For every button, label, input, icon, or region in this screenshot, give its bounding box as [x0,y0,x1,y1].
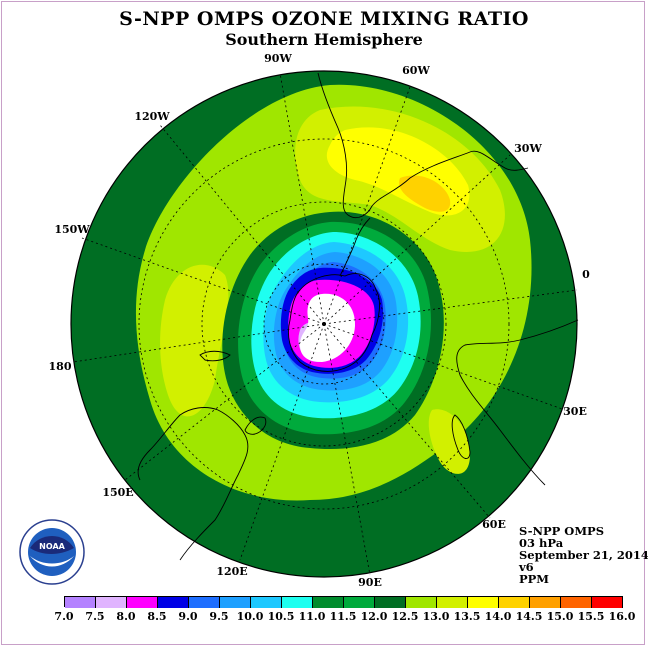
colorbar-cell [406,597,437,608]
colorbar-tick-label: 11.5 [329,610,357,623]
colorbar-cell [561,597,592,608]
meridian-120e [239,323,325,561]
latitude-circle [138,138,510,510]
colorbar-tick-label: 7.0 [54,610,74,623]
lon-label: 90W [264,52,292,65]
lon-label: 120W [134,110,170,123]
longitude-labels: 90W 60W 30W 0 30E 60E 90E 120E 150E 180 … [49,52,591,589]
lon-label: 60E [482,518,506,531]
colorbar-tick-label: 14.0 [484,610,512,623]
colorbar-tick-label: 7.5 [85,610,105,623]
coastline-antarctica [288,273,380,372]
colorbar-box [64,596,623,608]
lon-label: 30E [563,405,587,418]
map-border [70,70,578,578]
info-instrument: S-NPP OMPS [519,524,605,538]
latitude-circle [201,201,447,447]
colorbar-cell [251,597,282,608]
coastline-africa [456,319,579,486]
lon-label: 150W [54,223,90,236]
ozone-field [71,71,577,577]
coastline-australia [137,407,249,561]
colorbar-cell [282,597,313,608]
colorbar-cell [499,597,530,608]
colorbar-tick-label: 9.5 [209,610,229,623]
colorbar-cell [65,597,96,608]
contour-13-0-east [428,409,470,474]
colorbar-tick-label: 12.0 [360,610,388,623]
colorbar-cell [189,597,220,608]
lon-label: 120E [216,565,247,578]
colorbar-tick-label: 15.0 [546,610,574,623]
colorbar-tick-label: 10.5 [267,610,295,623]
lon-label: 30W [514,142,542,155]
coastline-south-america [317,72,529,219]
colorbar-tick-label: 16.0 [608,610,636,623]
colorbar-tick-label: 13.5 [453,610,481,623]
meridian-30w [323,154,511,325]
colorbar-cell [220,597,251,608]
graticule [72,72,578,576]
coastline-antarctic-peninsula [339,217,371,277]
info-level: 03 hPa [519,536,564,550]
colorbar-tick-label: 15.5 [577,610,605,623]
meridian-60w [323,86,411,325]
contour-14-0 [399,175,451,212]
meridian-180 [72,323,325,363]
south-pole-marker [322,322,326,326]
colorbar-cell [437,597,468,608]
latitude-circle [263,263,385,385]
colorbar-cell [158,597,189,608]
lon-label: 180 [49,360,72,373]
coastline-new-zealand [199,350,231,362]
lon-label: 60W [402,64,430,77]
colorbar-cell [592,597,623,608]
info-version: v6 [519,560,534,574]
colorbar-tick-label: 9.0 [178,610,198,623]
colorbar-tick-label: 12.5 [391,610,419,623]
info-block: S-NPP OMPS 03 hPa September 21, 2014 v6 … [519,525,648,585]
info-units: PPM [519,572,550,586]
page-subtitle: Southern Hemisphere [225,30,423,49]
colorbar-tick-label: 13.0 [422,610,450,623]
info-date: September 21, 2014 [519,548,648,562]
lon-label: 0 [582,268,590,281]
colorbar-cell [375,597,406,608]
lon-label: 90E [358,576,382,589]
logo-text: NOAA [39,542,65,551]
colorbar-cell [313,597,344,608]
coastline-madagascar [451,414,471,459]
logo-bird [30,536,74,554]
coastline-tasmania [244,416,267,435]
colorbar-cell [127,597,158,608]
logo-wave [30,556,74,567]
colorbar-tick-label: 14.5 [515,610,543,623]
colorbar-cell [530,597,561,608]
lon-label: 150E [102,486,133,499]
noaa-logo: NOAA [19,519,85,585]
colorbar-cell [468,597,499,608]
page-title: S-NPP OMPS OZONE MIXING RATIO [119,8,529,30]
colorbar-cell [96,597,127,608]
colorbar-tick-label: 8.5 [147,610,167,623]
colorbar-tick-label: 11.0 [298,610,326,623]
colorbar-tick-label: 8.0 [116,610,136,623]
colorbar-cell [344,597,375,608]
contour-13-0-west [160,264,229,417]
coastlines [137,72,579,561]
colorbar-tick-label: 10.0 [236,610,264,623]
meridian-150e [124,323,325,481]
